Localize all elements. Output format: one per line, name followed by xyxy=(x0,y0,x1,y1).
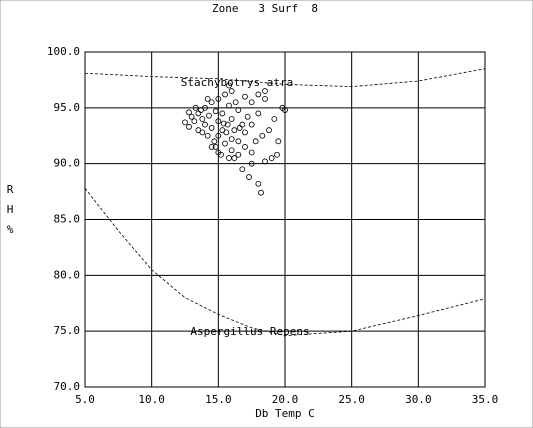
point xyxy=(259,132,266,139)
point xyxy=(248,160,255,167)
point xyxy=(242,144,248,150)
point xyxy=(218,151,224,158)
curve xyxy=(84,187,486,337)
point xyxy=(231,155,238,161)
x-tick-label: 15.0 xyxy=(205,393,232,406)
point xyxy=(262,96,268,102)
point xyxy=(255,110,262,117)
x-tick-label: 25.0 xyxy=(338,393,365,406)
point xyxy=(215,118,222,125)
point xyxy=(235,107,242,113)
y-tick-label: 90.0 xyxy=(54,157,81,170)
point xyxy=(202,121,208,128)
point xyxy=(191,118,198,125)
y-tick-label: 85.0 xyxy=(54,213,81,226)
point xyxy=(212,108,219,115)
point xyxy=(215,132,222,139)
point xyxy=(219,110,226,117)
point xyxy=(192,104,199,111)
point xyxy=(252,138,259,145)
point xyxy=(235,151,242,158)
point xyxy=(188,113,195,120)
point xyxy=(186,109,192,116)
x-tick-label: 30.0 xyxy=(405,393,432,406)
point xyxy=(274,151,280,158)
y-tick-label: 95.0 xyxy=(54,101,81,114)
x-tick-label: 5.0 xyxy=(75,393,95,406)
point xyxy=(226,102,232,109)
point xyxy=(220,120,227,127)
point xyxy=(211,138,218,145)
point xyxy=(228,136,235,143)
point xyxy=(271,116,278,122)
point xyxy=(228,116,235,122)
point xyxy=(258,189,264,196)
point xyxy=(236,125,243,131)
point xyxy=(242,129,248,136)
point xyxy=(262,158,268,165)
point xyxy=(246,174,252,180)
y-tick-label: 80.0 xyxy=(54,268,81,281)
point xyxy=(223,129,230,136)
point xyxy=(255,180,262,187)
point xyxy=(255,91,262,98)
curve-label: Stachybotrys atra xyxy=(181,76,294,89)
point xyxy=(206,112,212,119)
point xyxy=(212,144,219,150)
point xyxy=(224,121,231,128)
curve-label: Aspergillus Repens xyxy=(190,325,309,338)
point xyxy=(222,140,228,147)
point xyxy=(228,147,235,154)
y-tick-label: 75.0 xyxy=(54,324,81,337)
point xyxy=(222,91,228,98)
point xyxy=(204,96,211,102)
point xyxy=(186,123,192,130)
point xyxy=(275,138,282,145)
point xyxy=(208,125,215,131)
point xyxy=(282,107,288,113)
point xyxy=(208,144,215,150)
curve xyxy=(84,68,486,88)
y-axis-label: % xyxy=(7,223,14,236)
y-tick-label: 100.0 xyxy=(47,45,80,58)
y-axis-label: H xyxy=(7,203,14,216)
point xyxy=(242,93,248,100)
x-axis-label: Db Temp C xyxy=(255,407,315,420)
x-tick-label: 10.0 xyxy=(138,393,165,406)
x-tick-label: 35.0 xyxy=(472,393,499,406)
point xyxy=(182,119,188,126)
point xyxy=(266,127,272,134)
point xyxy=(204,132,211,139)
point xyxy=(248,121,255,128)
point xyxy=(232,99,239,106)
point xyxy=(231,127,238,134)
y-axis-label: R xyxy=(7,183,14,196)
point xyxy=(268,155,275,161)
y-tick-label: 70.0 xyxy=(54,380,81,393)
chart-title: Zone 3 Surf 8 xyxy=(212,2,318,15)
point xyxy=(199,129,206,136)
point xyxy=(262,88,268,94)
point xyxy=(239,166,246,173)
point xyxy=(228,88,235,94)
point xyxy=(198,107,204,113)
point xyxy=(208,99,215,106)
point xyxy=(244,113,251,120)
point xyxy=(235,138,242,145)
x-tick-label: 20.0 xyxy=(272,393,299,406)
point xyxy=(215,96,222,102)
point xyxy=(248,99,255,106)
point xyxy=(248,149,255,156)
point xyxy=(226,82,232,89)
point xyxy=(199,116,206,122)
